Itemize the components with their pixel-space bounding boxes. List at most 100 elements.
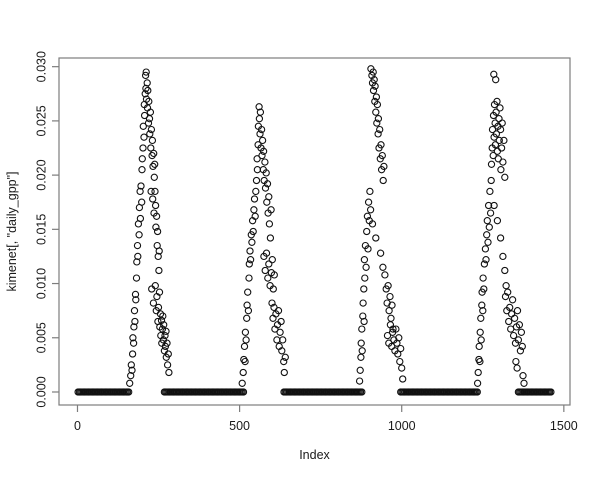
data-point (125, 388, 133, 396)
x-tick-label: 1500 (550, 419, 578, 433)
data-point (146, 130, 154, 138)
data-point (165, 368, 173, 377)
data-point (483, 217, 491, 225)
data-point (128, 366, 136, 374)
data-point (388, 301, 396, 309)
data-point (265, 260, 273, 268)
data-point (148, 136, 157, 145)
data-point (360, 317, 368, 326)
data-point (258, 151, 266, 160)
data-point (148, 151, 156, 160)
data-point (158, 325, 167, 333)
data-point (127, 372, 135, 380)
data-point (356, 366, 364, 374)
data-point (514, 336, 523, 344)
data-point (126, 379, 134, 387)
data-point (396, 357, 404, 366)
x-tick-label: 0 (74, 419, 81, 433)
data-point (498, 119, 506, 127)
data-point (163, 361, 172, 369)
data-point (152, 212, 161, 220)
data-point (134, 252, 142, 261)
data-point (385, 307, 393, 315)
data-point (379, 176, 387, 185)
data-point (130, 323, 138, 331)
data-point (479, 307, 487, 315)
data-point (357, 339, 365, 347)
data-point (501, 292, 510, 301)
data-point (258, 136, 267, 145)
data-point (274, 307, 283, 315)
data-point (241, 328, 250, 336)
data-point (395, 334, 403, 342)
data-point (383, 331, 392, 340)
data-point (392, 325, 400, 333)
data-point (261, 266, 269, 275)
data-point (267, 206, 275, 214)
data-point (144, 119, 153, 127)
data-point (513, 364, 521, 372)
data-point (476, 357, 484, 366)
y-tick-label: 0.010 (35, 268, 49, 299)
data-point (266, 234, 275, 242)
data-point (473, 388, 481, 396)
data-point (360, 256, 369, 264)
data-point (493, 217, 502, 225)
data-point (373, 119, 381, 127)
data-point (239, 388, 248, 396)
data-point (281, 353, 289, 361)
data-point (492, 130, 501, 138)
data-point (477, 314, 485, 322)
data-point (262, 249, 271, 257)
data-point (493, 97, 501, 106)
plot-area-frame (58, 57, 571, 406)
data-point (496, 125, 505, 134)
data-point (502, 282, 510, 290)
data-point (363, 212, 372, 220)
data-point (399, 375, 407, 383)
data-point (255, 103, 263, 111)
data-point (138, 166, 146, 174)
data-point (517, 328, 526, 336)
x-tick-label: 1000 (388, 419, 416, 433)
data-point (163, 339, 171, 347)
data-point (268, 299, 276, 307)
data-point (130, 307, 139, 315)
data-point (241, 357, 249, 366)
data-point (154, 252, 162, 261)
data-point (486, 187, 494, 196)
data-point (133, 258, 141, 266)
data-point (480, 260, 489, 268)
y-tick-label: 0.000 (35, 376, 49, 407)
data-point (366, 187, 374, 196)
data-point (251, 212, 259, 220)
data-point (146, 108, 155, 116)
data-point (240, 342, 249, 351)
data-point (270, 271, 278, 279)
y-tick-label: 0.025 (35, 105, 49, 136)
data-point (371, 82, 379, 90)
data-point (243, 314, 251, 322)
data-point (132, 274, 141, 282)
data-point (155, 266, 163, 275)
data-point (246, 247, 254, 255)
data-point (278, 347, 286, 355)
data-point (253, 155, 261, 163)
data-point (252, 176, 261, 185)
data-point (513, 307, 522, 315)
data-point (500, 136, 508, 145)
data-point (256, 130, 264, 138)
data-point (155, 288, 164, 296)
data-point (252, 187, 260, 196)
data-point (138, 155, 146, 163)
data-point (510, 314, 519, 322)
data-point (359, 299, 367, 307)
data-point (386, 292, 394, 301)
data-point (151, 201, 160, 210)
data-point (374, 130, 382, 138)
data-point (152, 223, 160, 231)
data-point (489, 151, 497, 160)
data-point (364, 198, 373, 206)
data-point (504, 288, 512, 296)
data-point (155, 247, 163, 255)
